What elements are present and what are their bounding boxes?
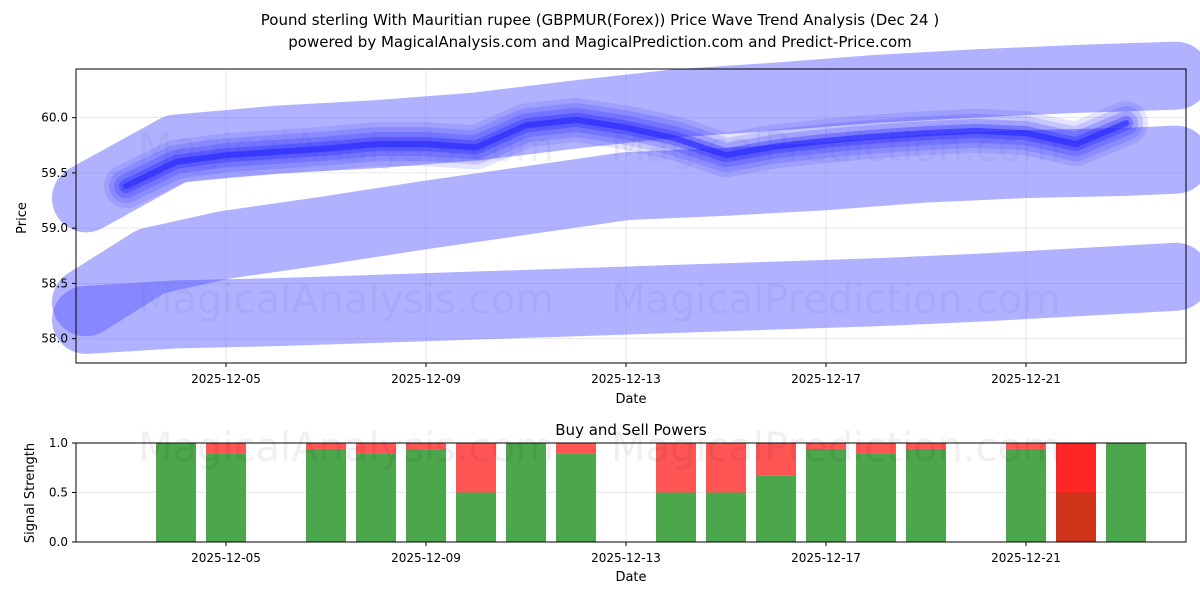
middle-band (52, 125, 1200, 337)
price-y-ticks: 58.0 58.5 59.0 59.5 60.0 (41, 111, 76, 346)
price-wave (104, 97, 1148, 209)
buy-bar (206, 453, 246, 542)
price-x-axis-label: Date (615, 392, 646, 407)
buy-sell-overlap-bar (1056, 492, 1096, 542)
price-y-axis-label: Price (15, 202, 30, 234)
lower-band (52, 242, 1200, 354)
signal-chart-title: Buy and Sell Powers (555, 421, 707, 439)
signal-y-axis-label: Signal Strength (23, 443, 38, 543)
price-x-tick-label: 2025-12-05 (191, 372, 261, 386)
buy-bar (906, 448, 946, 542)
sell-bar (806, 443, 846, 449)
sell-bar (206, 443, 246, 454)
signal-bars (156, 443, 1146, 542)
sell-bar (906, 443, 946, 449)
buy-bar (656, 492, 696, 542)
buy-bar (306, 448, 346, 542)
sell-bar (706, 443, 746, 493)
buy-bar (756, 475, 796, 542)
sell-bar (756, 443, 796, 476)
sell-bar (306, 443, 346, 449)
buy-bar (706, 492, 746, 542)
upper-band (52, 41, 1200, 233)
price-y-tick-label: 59.0 (41, 221, 68, 235)
price-chart-panel: MagicalAnalysis.com MagicalPrediction.co… (15, 41, 1200, 407)
buy-bar (406, 449, 446, 542)
price-axes-frame (75, 68, 1187, 364)
price-grid (76, 69, 1186, 363)
price-x-tick-label: 2025-12-21 (991, 372, 1061, 386)
price-y-tick-label: 60.0 (41, 111, 68, 125)
price-plot-area (76, 69, 1186, 363)
signal-plot-area (76, 443, 1186, 542)
signal-y-tick-label: 1.0 (49, 436, 68, 450)
buy-bar (1106, 443, 1146, 542)
signal-y-tick-label: 0.0 (49, 535, 68, 549)
watermark-analysis-bottom: MagicalAnalysis.com (138, 425, 554, 471)
price-x-ticks: 2025-12-05 2025-12-09 2025-12-13 2025-12-17… (191, 363, 1061, 386)
price-bands (52, 41, 1200, 354)
buy-bar (506, 443, 546, 542)
chart-subtitle: powered by MagicalAnalysis.com and Magic… (288, 33, 912, 51)
buy-bar (456, 492, 496, 542)
price-y-tick-label: 58.0 (41, 332, 68, 346)
price-wave-line-5 (123, 116, 1129, 190)
sell-bar (406, 443, 446, 450)
sell-bar (556, 443, 596, 454)
signal-x-tick-label: 2025-12-17 (791, 551, 861, 565)
signal-chart-panel: Buy and Sell Powers MagicalAnalysis.com … (23, 421, 1187, 585)
price-x-tick-label: 2025-12-09 (391, 372, 461, 386)
sell-bar (856, 443, 896, 454)
price-x-tick-label: 2025-12-17 (791, 372, 861, 386)
buy-bar (356, 453, 396, 542)
signal-x-tick-label: 2025-12-21 (991, 551, 1061, 565)
buy-bar (556, 453, 596, 542)
chart-title: Pound sterling With Mauritian rupee (GBP… (260, 11, 940, 29)
sell-bar (656, 443, 696, 493)
price-x-tick-label: 2025-12-13 (591, 372, 661, 386)
buy-bar (856, 453, 896, 542)
signal-x-tick-label: 2025-12-05 (191, 551, 261, 565)
signal-y-ticks: 0.0 0.5 1.0 (49, 436, 76, 549)
buy-bar (806, 448, 846, 542)
sell-bar (1006, 443, 1046, 449)
signal-x-tick-label: 2025-12-09 (391, 551, 461, 565)
price-y-tick-label: 59.5 (41, 166, 68, 180)
sell-bar (456, 443, 496, 493)
sell-bar (356, 443, 396, 454)
signal-x-axis-label: Date (615, 570, 646, 585)
watermark-prediction-mid: MagicalPrediction.com (611, 277, 1061, 323)
signal-x-tick-label: 2025-12-13 (591, 551, 661, 565)
buy-bar (156, 443, 196, 542)
signal-x-ticks: 2025-12-05 2025-12-09 2025-12-13 2025-12-17… (191, 542, 1061, 565)
buy-bar (1006, 448, 1046, 542)
signal-y-tick-label: 0.5 (49, 486, 68, 500)
watermark-analysis-mid: MagicalAnalysis.com (138, 277, 554, 323)
price-y-tick-label: 58.5 (41, 276, 68, 290)
watermark-prediction-bottom: MagicalPrediction.com (611, 425, 1061, 471)
